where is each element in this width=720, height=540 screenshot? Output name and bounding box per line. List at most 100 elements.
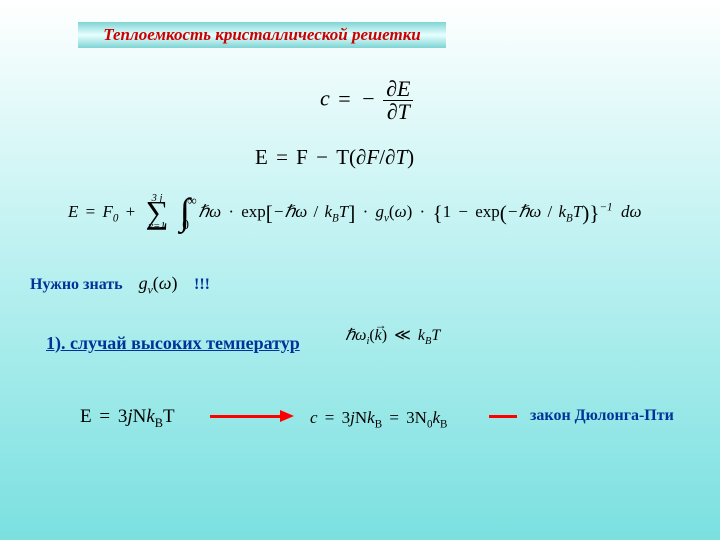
int-bot: 0 [182, 220, 189, 229]
sym-minus3: − [507, 202, 519, 221]
sym-omega3: ω [395, 202, 407, 221]
sym-exp: exp [241, 202, 266, 221]
sym-minus2: − [455, 202, 471, 221]
eq-c-dulong-petit: c = 3jNkB = 3N0kB [310, 408, 447, 430]
sym-N: N [133, 406, 147, 427]
need-to-know-line: Нужно знать gν(ω) !!! [30, 273, 210, 297]
sym-F0: F [102, 202, 112, 221]
sym-F0-sub: 0 [113, 212, 119, 224]
sym-eq: = [96, 406, 113, 427]
sym-k2: k [432, 408, 440, 427]
sym-B: B [332, 212, 339, 224]
exclamation: !!! [194, 276, 210, 293]
sym-omega4: ω [529, 202, 541, 221]
vec-arrow-icon: → [375, 318, 387, 333]
sym-B: B [375, 418, 382, 430]
sym-rparen: ) [407, 145, 414, 169]
dulong-petit-label: закон Дюлонга-Пти [530, 407, 674, 425]
int-top: ∞ [187, 196, 197, 205]
fraction-dE-dT: ∂E ∂T [383, 78, 413, 123]
sym-dT: ∂T [383, 101, 413, 123]
sym-T: T [431, 327, 440, 344]
sym-lp2: ( [500, 201, 507, 226]
need-to-know-label: Нужно знать [30, 276, 123, 293]
sum-top: 3 j [146, 194, 169, 205]
sym-eq: = [335, 86, 353, 111]
sym-eq: = [83, 202, 99, 221]
sym-B2: B [440, 418, 447, 430]
sym-cdot: · [225, 202, 237, 221]
sym-domega: dω [621, 202, 642, 221]
sym-k: k [325, 202, 333, 221]
sym-dT: ∂T [385, 145, 407, 169]
sym-rbrack: ] [348, 201, 355, 226]
eq-E-integral: E = F0 + 3 j ∑ ν=1 ∞ ∫ 0 ℏω · exp[−ℏω / … [68, 200, 642, 226]
sum-bot: ν=1 [146, 222, 169, 233]
physics-slide: Теплоемкость кристаллической решетки c =… [0, 0, 720, 540]
sym-minus: − [273, 202, 285, 221]
sym-hbar: ℏ [198, 202, 209, 221]
sym-k2: k [559, 202, 567, 221]
sym-slash: / [312, 202, 321, 221]
case-1-condition: ℏωi( → k ) ≪ kBT [345, 325, 440, 347]
sym-much-less: ≪ [391, 327, 414, 344]
sym-plus: + [123, 202, 139, 221]
sym-F: F [296, 145, 308, 169]
arrow-shaft [210, 415, 280, 418]
sym-T: T [336, 145, 349, 169]
sym-hbar2: ℏ [284, 202, 295, 221]
sym-E: E [68, 202, 78, 221]
integral-over-omega: ∞ ∫ 0 [180, 200, 190, 226]
sym-3: 3 [342, 408, 351, 427]
sym-omega: ω [159, 273, 172, 293]
eq-heat-capacity-defn: c = − ∂E ∂T [320, 78, 413, 123]
sym-minus: − [313, 145, 331, 169]
sym-B2: B [566, 212, 573, 224]
sym-omega2: ω [295, 202, 307, 221]
case-1-label: 1). случай высоких температур [46, 333, 300, 354]
sym-B: B [155, 416, 163, 430]
sym-cdot3: · [417, 202, 429, 221]
sym-omega: ω [355, 327, 366, 344]
sym-rp2: ) [582, 201, 589, 226]
sym-dF: ∂F [356, 145, 379, 169]
sym-E: E [80, 406, 92, 427]
sum-over-nu: 3 j ∑ ν=1 [146, 200, 169, 226]
sym-hbar3: ℏ [518, 202, 529, 221]
slide-title-text: Теплоемкость кристаллической решетки [103, 25, 421, 45]
sym-g: g [139, 273, 148, 293]
sym-3: 3 [118, 406, 128, 427]
line-shaft [489, 415, 517, 418]
sym-T: T [163, 406, 175, 427]
sym-k: k [146, 406, 154, 427]
sym-k: k [367, 408, 375, 427]
sym-3b: 3 [406, 408, 415, 427]
sym-eq2: = [386, 408, 402, 427]
sym-T2: T [573, 202, 582, 221]
sym-eq: = [273, 145, 291, 169]
sym-omega: ω [209, 202, 221, 221]
sym-c: c [310, 408, 318, 427]
sym-pow: −1 [600, 201, 613, 213]
sym-dE: ∂E [383, 78, 413, 101]
sym-lbrack: [ [266, 201, 273, 226]
sym-g: g [376, 202, 385, 221]
sym-exp2: exp [475, 202, 500, 221]
sym-rbrace: } [589, 201, 599, 226]
arrow-head-icon [280, 410, 294, 422]
sym-rp: ) [407, 202, 413, 221]
sym-slash2: / [546, 202, 555, 221]
sym-N: N [355, 408, 367, 427]
sym-N0: N [415, 408, 427, 427]
sym-kB-k: k [418, 327, 425, 344]
eq-E-high-T: E = 3jNkBT [80, 406, 175, 431]
sym-T: T [339, 202, 348, 221]
sym-hbar: ℏ [345, 327, 355, 344]
sym-minus: − [359, 86, 377, 111]
eq-E-from-F: E = F − T(∂F/∂T) [255, 145, 414, 170]
sym-one: 1 [443, 202, 452, 221]
sym-E: E [255, 145, 268, 169]
sym-lparen: ( [349, 145, 356, 169]
sym-lbrace: { [432, 201, 442, 226]
sym-c: c [320, 86, 330, 111]
